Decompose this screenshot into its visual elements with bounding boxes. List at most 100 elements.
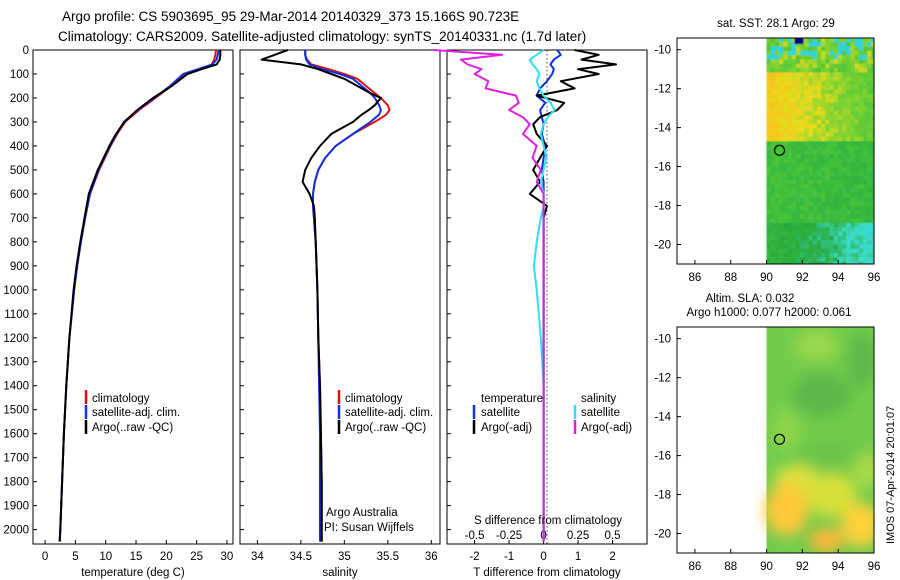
sst-cell <box>837 184 843 189</box>
sst-cell <box>783 248 788 254</box>
sst-cell <box>871 145 874 151</box>
sst-cell <box>795 167 801 172</box>
sst-cell <box>863 227 868 232</box>
sst-cell <box>863 188 868 194</box>
x-tick-label: 36 <box>425 551 438 563</box>
sst-cell <box>774 102 780 108</box>
sst-cell <box>846 59 851 65</box>
sst-cell <box>804 179 809 185</box>
sst-cell <box>863 38 868 43</box>
sst-cell <box>795 179 801 185</box>
sst-cell <box>800 50 805 56</box>
sst-cell <box>858 231 864 237</box>
sst-cell <box>774 192 780 198</box>
legend-label-s-satellite: satellite <box>581 407 620 419</box>
sst-cell <box>846 89 851 95</box>
sst-cell <box>825 197 830 202</box>
sst-cell <box>804 124 809 129</box>
sst-cell <box>812 81 818 86</box>
sst-cell <box>863 111 868 116</box>
sst-cell <box>858 261 864 264</box>
sst-cell <box>791 235 797 241</box>
sst-cell <box>787 89 792 95</box>
sst-cell <box>833 197 839 202</box>
sst-cell <box>842 222 847 228</box>
sst-cell <box>863 124 868 129</box>
sst-cell <box>783 158 788 163</box>
sst-cell <box>766 244 771 249</box>
sst-cell <box>808 205 813 211</box>
sst-cell <box>779 171 784 176</box>
sst-cell <box>779 175 784 181</box>
legend-label-s-argo: Argo(-adj) <box>581 422 632 434</box>
sst-cell <box>846 46 851 52</box>
sst-cell <box>795 81 801 86</box>
sst-cell <box>846 210 851 215</box>
sst-cell <box>791 261 797 264</box>
sst-cell <box>800 218 805 224</box>
sst-cell <box>787 76 792 82</box>
sst-cell <box>795 145 801 151</box>
sst-cell <box>812 132 818 138</box>
sst-cell <box>774 141 780 146</box>
sla-map-frame <box>676 326 875 554</box>
sst-cell <box>850 149 855 155</box>
sst-cell <box>871 106 874 112</box>
sst-cell <box>783 162 788 168</box>
sst-cell <box>766 102 771 108</box>
sst-cell <box>829 175 834 181</box>
sst-cell <box>791 63 797 69</box>
sst-cell <box>833 63 839 69</box>
sst-cell <box>825 115 830 120</box>
sst-cell <box>854 171 860 176</box>
sst-cell <box>850 106 855 112</box>
sst-cell <box>816 149 822 155</box>
sst-cell <box>812 38 818 43</box>
sst-cell <box>825 158 830 163</box>
sst-cell <box>833 81 839 86</box>
sst-cell <box>871 119 874 125</box>
sst-cell <box>787 102 792 108</box>
sst-cell <box>774 261 780 264</box>
sst-cell <box>833 184 839 189</box>
sst-cell <box>808 145 813 151</box>
sst-cell <box>774 179 780 185</box>
sst-cell <box>791 102 797 108</box>
sst-cell <box>774 63 780 69</box>
sst-cell <box>833 244 839 249</box>
sst-cell <box>808 261 813 264</box>
sst-cell <box>812 102 818 108</box>
sst-cell <box>854 93 860 99</box>
sst-cell <box>816 102 822 108</box>
sst-cell <box>795 175 801 181</box>
sst-cell <box>787 93 792 99</box>
sst-cell <box>795 201 801 206</box>
sst-cell <box>774 171 780 176</box>
sst-cell <box>787 240 792 245</box>
sst-cell <box>825 205 830 211</box>
sst-cell <box>863 248 868 254</box>
sst-cell <box>812 119 818 125</box>
sst-cell <box>858 124 864 129</box>
sst-cell <box>783 72 788 77</box>
salinity-lines <box>260 49 391 542</box>
sst-cell <box>770 81 776 86</box>
sst-cell <box>804 115 809 120</box>
sst-cell <box>821 158 826 163</box>
sst-cell <box>863 222 868 228</box>
sst-cell <box>821 63 826 69</box>
sst-cell <box>829 81 834 86</box>
sst-cell <box>842 253 847 258</box>
sst-cell <box>783 175 788 181</box>
sst-cell <box>816 50 822 56</box>
difference-lines <box>433 49 617 542</box>
sst-cell <box>842 179 847 185</box>
sst-cell <box>783 76 788 82</box>
sst-cell <box>854 210 860 215</box>
sst-cell <box>783 210 788 215</box>
sst-heatmap <box>766 38 874 264</box>
sst-cell <box>825 89 830 95</box>
sst-cell <box>829 50 834 56</box>
sst-cell <box>821 257 826 262</box>
sst-cell <box>770 119 776 125</box>
